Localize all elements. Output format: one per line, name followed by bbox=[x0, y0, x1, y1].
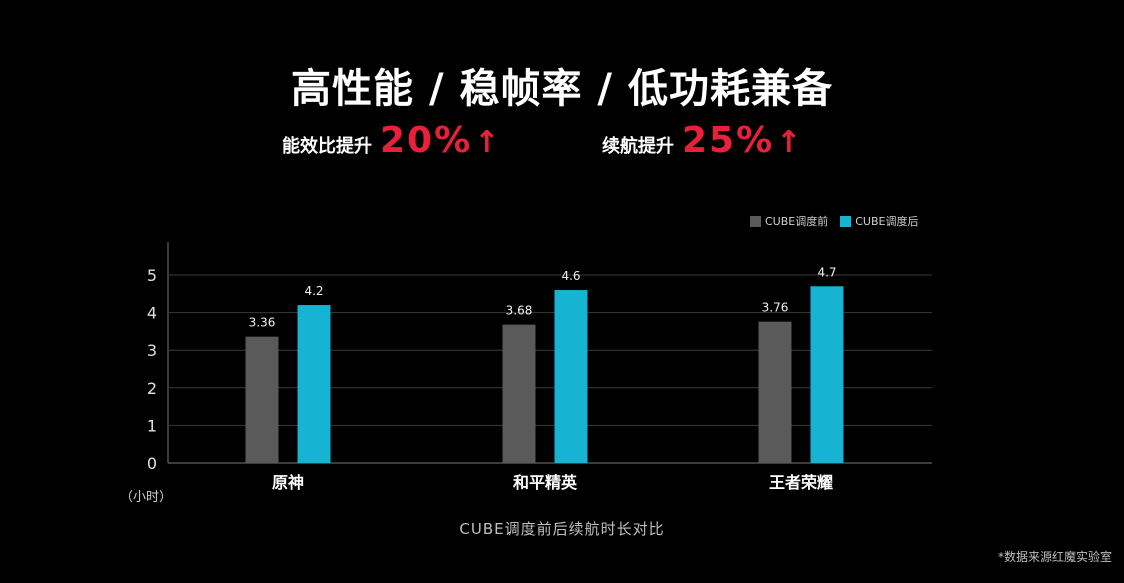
chart-caption: CUBE调度前后续航时长对比 bbox=[459, 520, 665, 538]
y-axis-unit-label: （小时） bbox=[120, 490, 173, 505]
bar-after bbox=[810, 286, 844, 463]
chart-legend: CUBE调度前 CUBE调度后 bbox=[750, 213, 930, 229]
data-label: 4.2 bbox=[304, 284, 323, 298]
bar-before bbox=[502, 324, 536, 463]
legend-swatch-before bbox=[750, 215, 761, 227]
bar-before bbox=[758, 321, 792, 463]
up-arrow-icon: ↑ bbox=[776, 125, 802, 160]
efficiency-value: 20% bbox=[380, 120, 473, 161]
efficiency-stat: 能效比提升 20% ↑ bbox=[282, 120, 499, 161]
x-tick-label: 原神 bbox=[272, 473, 304, 492]
data-label: 4.6 bbox=[561, 269, 580, 283]
data-label: 3.76 bbox=[762, 301, 789, 315]
y-tick-label: 1 bbox=[147, 416, 157, 435]
data-source-note: *数据来源红魔实验室 bbox=[997, 550, 1112, 564]
x-tick-label: 和平精英 bbox=[513, 473, 578, 492]
legend-item-after: CUBE调度后 bbox=[840, 213, 918, 229]
legend-label-before: CUBE调度前 bbox=[765, 215, 829, 228]
y-tick-label: 2 bbox=[147, 379, 157, 398]
battery-stat: 续航提升 25% ↑ bbox=[602, 120, 801, 161]
legend-swatch-after bbox=[840, 215, 852, 227]
y-tick-label: 5 bbox=[147, 266, 157, 285]
y-tick-label: 0 bbox=[147, 454, 157, 473]
bar-before bbox=[245, 336, 279, 463]
legend-item-before: CUBE调度前 bbox=[750, 213, 828, 229]
efficiency-label: 能效比提升 bbox=[282, 136, 372, 157]
battery-label: 续航提升 bbox=[602, 136, 674, 157]
x-tick-label: 王者荣耀 bbox=[769, 473, 833, 492]
page-title: 高性能 / 稳帧率 / 低功耗兼备 bbox=[291, 66, 833, 112]
up-arrow-icon: ↑ bbox=[474, 125, 500, 160]
bar-after bbox=[554, 290, 588, 463]
bar-after bbox=[297, 305, 331, 463]
legend-label-after: CUBE调度后 bbox=[855, 215, 919, 228]
data-label: 3.68 bbox=[506, 304, 533, 318]
y-tick-label: 4 bbox=[147, 304, 157, 323]
data-label: 4.7 bbox=[817, 265, 836, 279]
battery-value: 25% bbox=[682, 120, 775, 161]
y-tick-label: 3 bbox=[147, 341, 157, 360]
data-label: 3.36 bbox=[249, 316, 276, 330]
